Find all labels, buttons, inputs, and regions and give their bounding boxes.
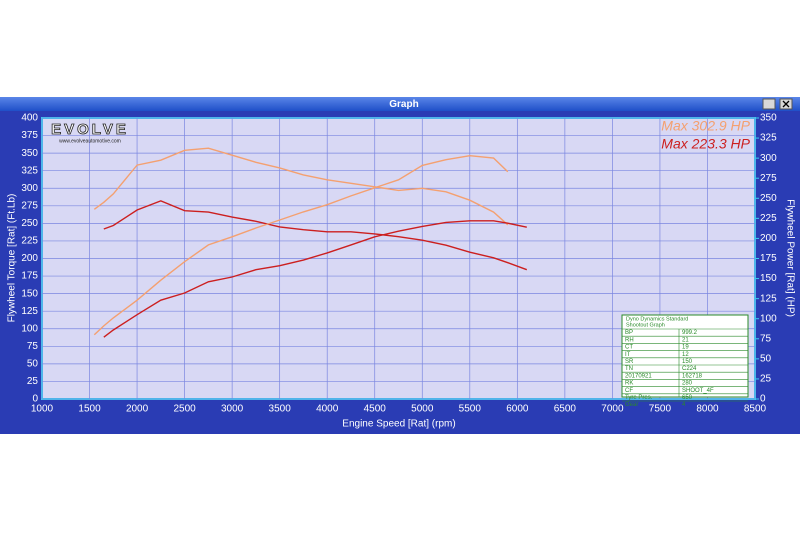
x-tick-label: 1000: [31, 404, 54, 415]
y-tick-label: 25: [27, 376, 39, 387]
x-tick-label: 7500: [649, 404, 672, 415]
y-tick-label: 150: [21, 288, 38, 299]
info-cell: TN: [625, 366, 633, 372]
close-icon: [782, 100, 790, 108]
info-cell: RH: [625, 337, 634, 343]
y-tick-label: 225: [21, 236, 38, 247]
info-cell: CF: [625, 388, 633, 394]
curve: [103, 200, 528, 271]
x-axis-title: Engine Speed [Rat] (rpm): [342, 419, 455, 430]
x-tick-label: 6500: [554, 404, 577, 415]
y-tick-label: 175: [21, 271, 38, 282]
info-cell: RK: [625, 381, 633, 387]
info-cell: 4: [682, 402, 686, 408]
x-tick-label: 6000: [506, 404, 529, 415]
annotation: Max 223.3 HP: [661, 136, 750, 152]
y2-tick-label: 150: [760, 273, 777, 284]
y-tick-label: 100: [21, 323, 38, 334]
logo-url: www.evolveautomotive.com: [59, 138, 121, 144]
info-box: [621, 314, 749, 398]
y-tick-label: 0: [32, 394, 38, 405]
y-tick-label: 200: [21, 253, 38, 264]
info-cell: 162718: [682, 373, 703, 379]
y2-tick-label: 75: [760, 333, 772, 344]
info-cell: 150: [682, 359, 693, 365]
y-tick-label: 75: [27, 341, 39, 352]
restore-button[interactable]: [762, 98, 776, 110]
y-tick-label: 300: [21, 183, 38, 194]
y2-tick-label: 275: [760, 173, 777, 184]
info-cell: BP: [625, 330, 633, 336]
y2-tick-label: 125: [760, 293, 777, 304]
y2-tick-label: 200: [760, 233, 777, 244]
y2-tick-label: 225: [760, 213, 777, 224]
x-tick-label: 1500: [78, 404, 101, 415]
y-tick-label: 400: [21, 113, 38, 124]
y2-axis-title: Flywheel Power [Rat] (HP): [784, 199, 795, 317]
info-cell: 280: [682, 381, 693, 387]
curve: [93, 147, 509, 226]
logo: EVOLVE: [51, 121, 129, 138]
x-tick-label: 5000: [411, 404, 434, 415]
info-cell: 650: [682, 395, 693, 401]
title-bar: [0, 97, 800, 111]
y2-tick-label: 250: [760, 193, 777, 204]
x-tick-label: 4000: [316, 404, 339, 415]
info-cell: SR: [625, 359, 634, 365]
info-cell: 999.2: [682, 330, 698, 336]
x-tick-label: 3000: [221, 404, 244, 415]
info-cell: 20170921: [625, 373, 652, 379]
x-tick-label: 4500: [364, 404, 387, 415]
info-cell: CT: [625, 345, 633, 351]
x-tick-label: 8000: [696, 404, 719, 415]
y2-tick-label: 0: [760, 394, 766, 405]
y-tick-label: 125: [21, 306, 38, 317]
x-tick-label: 2000: [126, 404, 149, 415]
y2-tick-label: 300: [760, 153, 777, 164]
y-tick-label: 325: [21, 165, 38, 176]
y2-tick-label: 350: [760, 113, 777, 124]
x-tick-label: 8500: [744, 404, 767, 415]
y-tick-label: 350: [21, 148, 38, 159]
y-tick-label: 50: [27, 359, 39, 370]
info-cell: SHOOT_4F: [682, 388, 714, 394]
x-tick-label: 7000: [601, 404, 624, 415]
annotation: Max 302.9 HP: [661, 118, 750, 134]
info-cell: IT: [625, 352, 631, 358]
x-tick-label: 5500: [459, 404, 482, 415]
info-title: Shootout Graph: [626, 322, 665, 328]
window-title: Graph: [389, 99, 418, 110]
info-cell: Tyre Pres.: [625, 395, 653, 401]
info-cell: C224: [682, 366, 697, 372]
y2-tick-label: 25: [760, 374, 772, 385]
x-tick-label: 3500: [269, 404, 292, 415]
y2-tick-label: 50: [760, 353, 772, 364]
curve: [103, 220, 527, 338]
y-tick-label: 375: [21, 130, 38, 141]
y-tick-label: 275: [21, 200, 38, 211]
y2-tick-label: 100: [760, 313, 777, 324]
y2-tick-label: 325: [760, 133, 777, 144]
info-cell: Gear: [625, 402, 638, 408]
curve: [93, 154, 509, 336]
info-cell: 19: [682, 345, 689, 351]
y-tick-label: 250: [21, 218, 38, 229]
y2-tick-label: 175: [760, 253, 777, 264]
y-axis-title: Flywheel Torque [Rat] (Ft.Lb): [7, 194, 18, 323]
info-cell: 12: [682, 352, 689, 358]
info-cell: 21: [682, 337, 689, 343]
x-tick-label: 2500: [173, 404, 196, 415]
info-title: Dyno Dynamics Standard: [626, 316, 688, 322]
